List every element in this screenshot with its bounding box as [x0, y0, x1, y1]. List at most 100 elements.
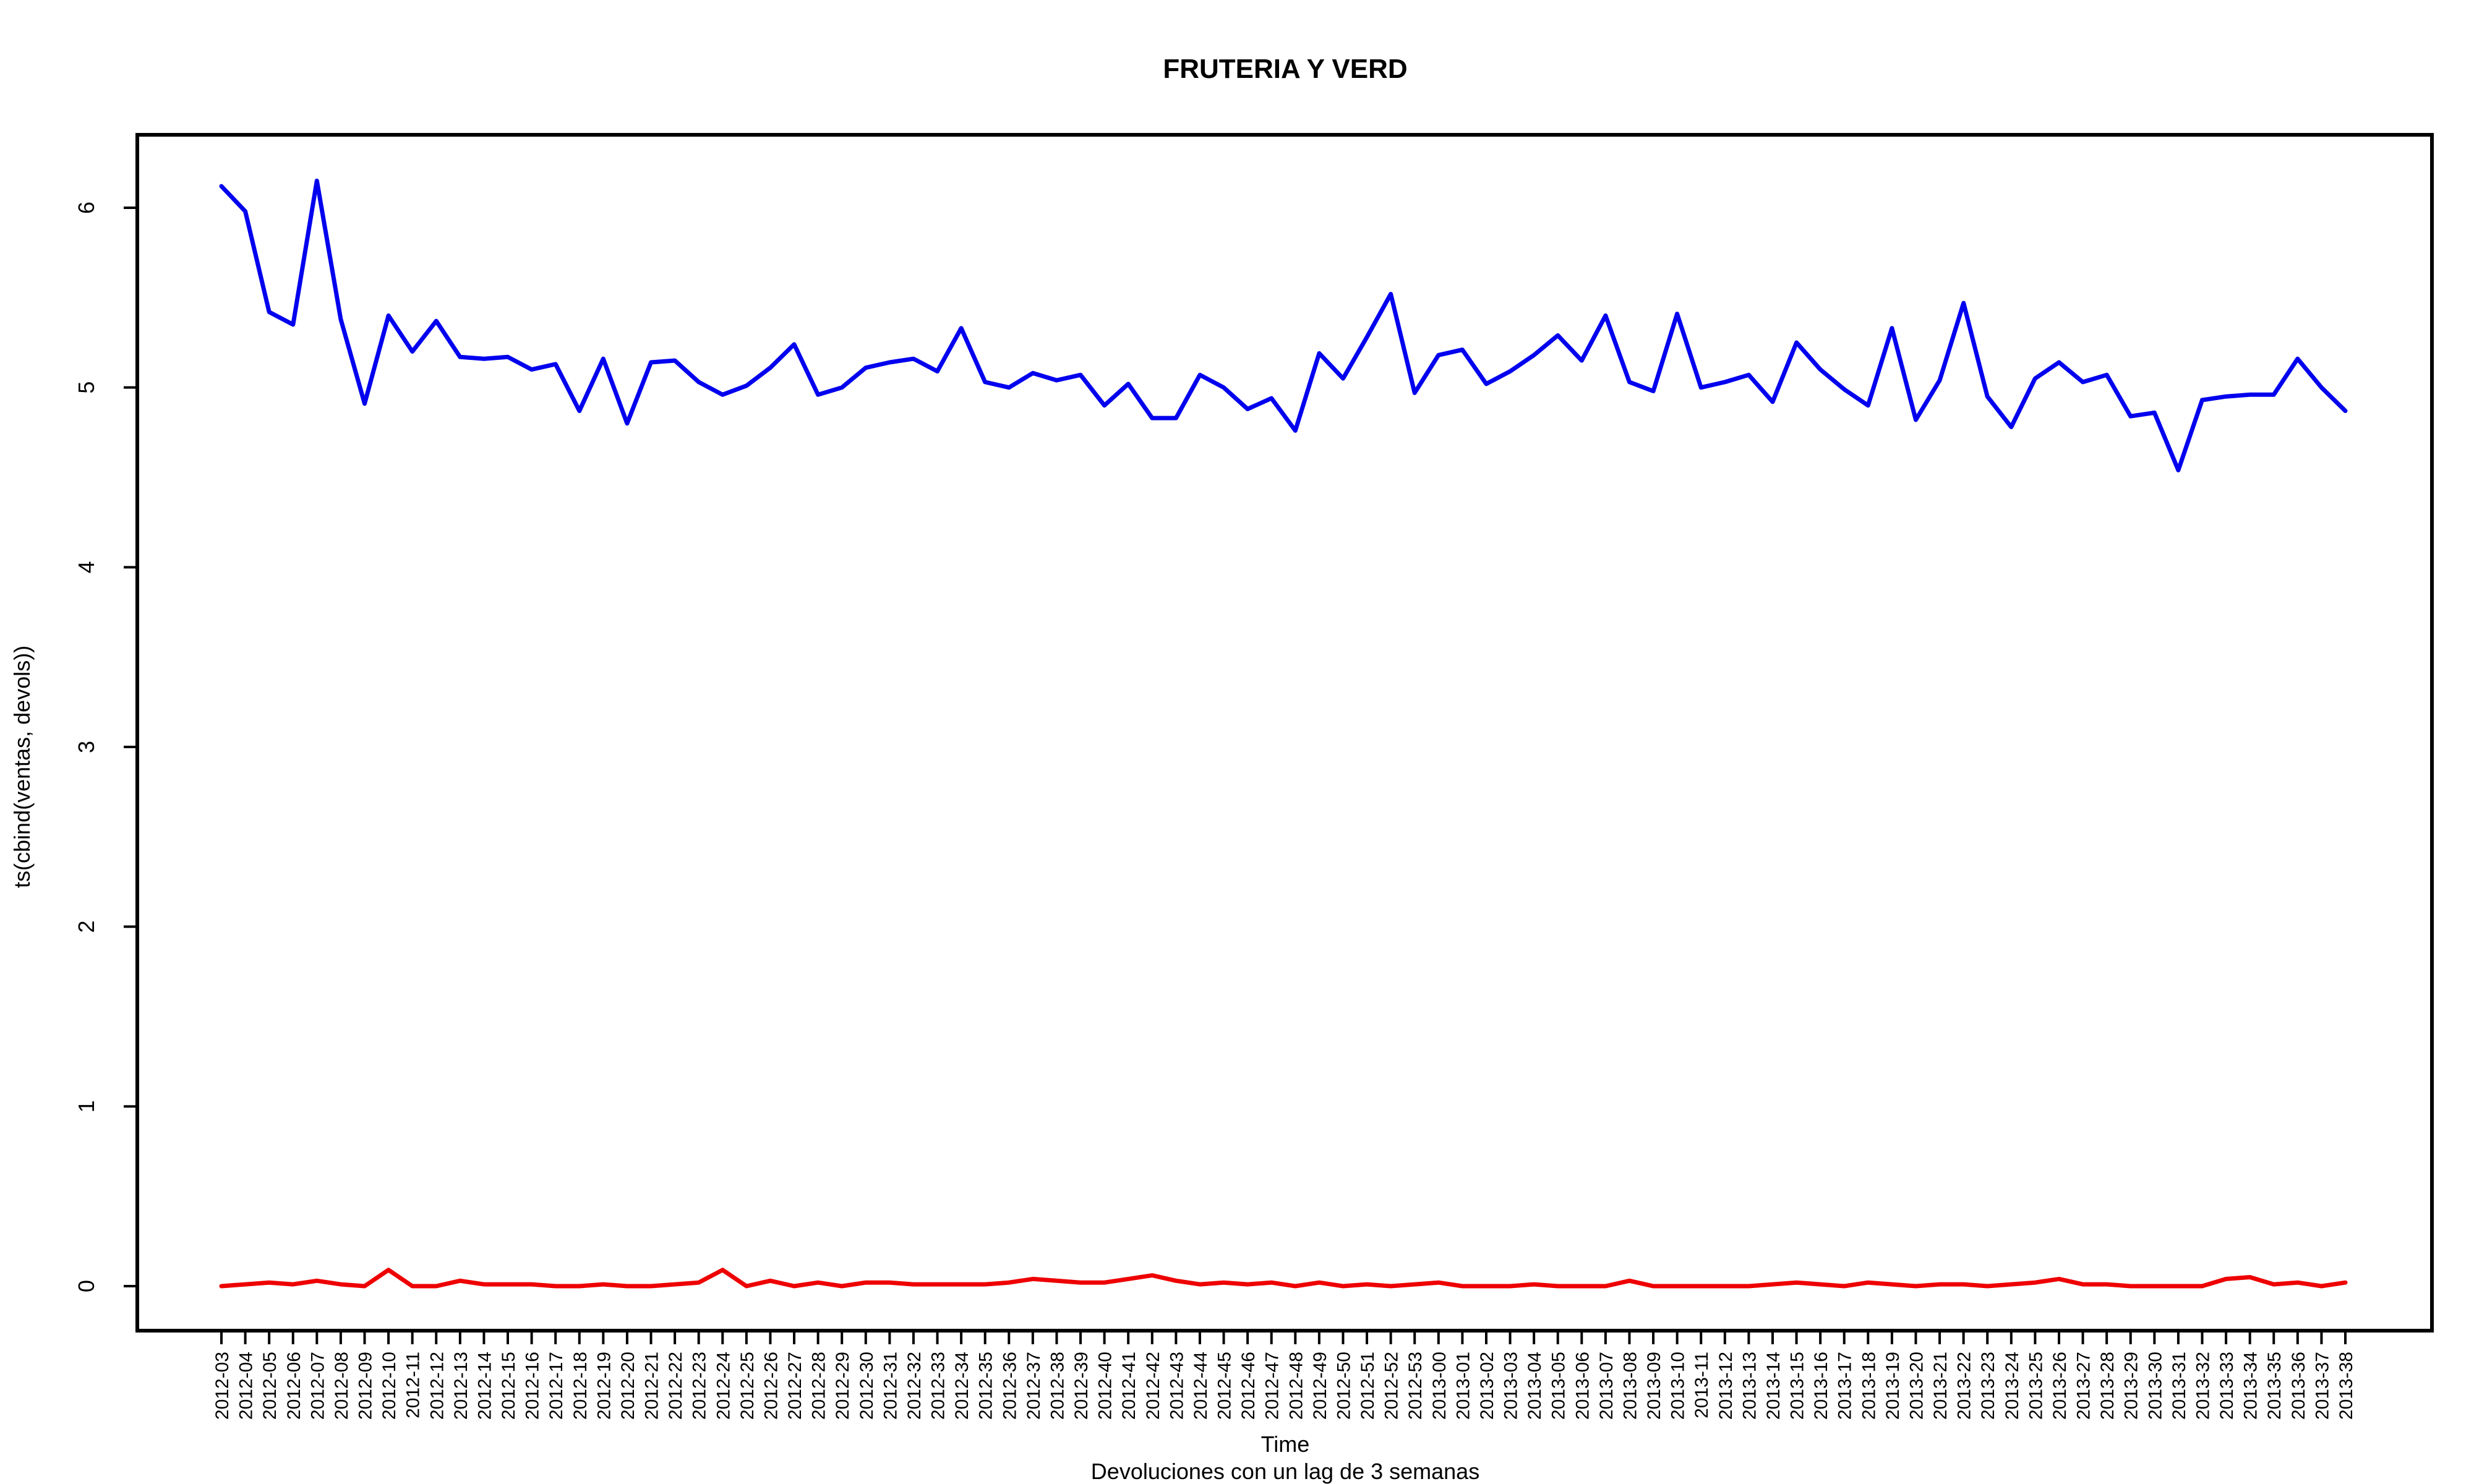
y-tick-label: 5 — [74, 382, 99, 394]
x-tick-label: 2013-13 — [1739, 1352, 1760, 1420]
x-tick-label: 2012-36 — [999, 1352, 1020, 1420]
x-tick-label: 2012-23 — [690, 1352, 710, 1420]
x-tick-label: 2012-21 — [642, 1352, 662, 1420]
x-tick-label: 2013-21 — [1930, 1352, 1951, 1420]
x-tick-label: 2013-09 — [1644, 1352, 1664, 1420]
x-tick-label: 2012-14 — [474, 1352, 495, 1420]
x-tick-label: 2013-35 — [2264, 1352, 2285, 1420]
x-tick-label: 2012-03 — [212, 1352, 233, 1420]
x-tick-label: 2012-10 — [379, 1352, 400, 1420]
x-tick-label: 2012-42 — [1143, 1352, 1163, 1420]
y-tick-label: 4 — [74, 561, 99, 573]
x-tick-label: 2012-26 — [761, 1352, 781, 1420]
x-tick-label: 2012-46 — [1238, 1352, 1259, 1420]
x-tick-label: 2012-37 — [1024, 1352, 1044, 1420]
series-line-1 — [219, 178, 2348, 472]
x-tick-label: 2012-25 — [737, 1352, 758, 1420]
x-tick-label: 2012-50 — [1333, 1352, 1354, 1420]
series-line-2 — [219, 1268, 2348, 1289]
x-tick-label: 2012-05 — [260, 1352, 280, 1420]
x-tick-label: 2013-16 — [1811, 1352, 1831, 1420]
x-tick-label: 2012-16 — [523, 1352, 543, 1420]
x-tick-label: 2013-07 — [1596, 1352, 1617, 1420]
x-tick-label: 2013-36 — [2288, 1352, 2309, 1420]
x-tick-label: 2012-06 — [284, 1352, 304, 1420]
x-tick-label: 2013-19 — [1883, 1352, 1903, 1420]
x-tick-label: 2013-08 — [1620, 1352, 1640, 1420]
x-tick-label: 2013-22 — [1954, 1352, 1975, 1420]
x-tick-label: 2012-39 — [1071, 1352, 1092, 1420]
x-tick-label: 2013-28 — [2097, 1352, 2118, 1420]
x-tick-label: 2013-31 — [2169, 1352, 2189, 1420]
chart-title: FRUTERIA Y VERD — [1163, 54, 1407, 84]
x-tick-label: 2013-06 — [1572, 1352, 1593, 1420]
y-axis: 0 1 2 3 4 5 6 — [74, 202, 137, 1292]
y-tick-label: 6 — [74, 202, 99, 214]
x-tick-label: 2013-23 — [1978, 1352, 1998, 1420]
x-tick-label: 2012-29 — [833, 1352, 853, 1420]
plot-frame — [135, 133, 2434, 1333]
x-tick-label: 2013-14 — [1763, 1352, 1784, 1420]
x-tick-label: 2013-37 — [2312, 1352, 2332, 1420]
x-tick-label: 2012-07 — [307, 1352, 328, 1420]
x-tick-label: 2013-00 — [1429, 1352, 1450, 1420]
x-tick-label: 2012-20 — [618, 1352, 638, 1420]
x-tick-label: 2012-09 — [356, 1352, 376, 1420]
x-tick-label: 2012-40 — [1095, 1352, 1116, 1420]
x-tick-label: 2012-15 — [499, 1352, 519, 1420]
x-tick-label: 2012-22 — [666, 1352, 686, 1420]
x-tick-label: 2012-18 — [570, 1352, 591, 1420]
y-tick-label: 3 — [74, 741, 99, 753]
x-tick-label: 2012-28 — [809, 1352, 829, 1420]
x-tick-label: 2012-11 — [403, 1352, 424, 1418]
x-tick-label: 2012-44 — [1191, 1352, 1211, 1420]
x-tick-label: 2013-26 — [2050, 1352, 2070, 1420]
y-tick-label: 2 — [74, 921, 99, 933]
chart-subtitle: Devoluciones con un lag de 3 semanas — [1091, 1459, 1479, 1484]
x-tick-label: 2013-12 — [1716, 1352, 1736, 1420]
x-tick-label: 2013-15 — [1787, 1352, 1808, 1420]
x-tick-label: 2013-18 — [1859, 1352, 1879, 1420]
x-tick-label: 2013-03 — [1501, 1352, 1522, 1420]
x-tick-label: 2013-30 — [2145, 1352, 2165, 1420]
x-tick-label: 2012-49 — [1310, 1352, 1330, 1420]
x-tick-label: 2013-20 — [1906, 1352, 1927, 1420]
x-tick-label: 2012-53 — [1405, 1352, 1426, 1420]
x-tick-label: 2012-51 — [1358, 1352, 1378, 1420]
x-tick-label: 2013-29 — [2121, 1352, 2142, 1420]
series-layer — [219, 178, 2348, 1289]
x-tick-label: 2012-04 — [236, 1352, 257, 1420]
x-tick-label: 2012-52 — [1382, 1352, 1402, 1420]
x-tick-label: 2013-04 — [1525, 1352, 1545, 1420]
x-tick-label: 2013-10 — [1668, 1352, 1689, 1420]
x-tick-label: 2013-32 — [2193, 1352, 2213, 1420]
x-tick-label: 2013-34 — [2241, 1352, 2261, 1420]
x-tick-label: 2012-33 — [928, 1352, 949, 1420]
x-tick-label: 2013-38 — [2336, 1352, 2356, 1420]
x-tick-label: 2012-31 — [880, 1352, 901, 1420]
x-tick-label: 2012-30 — [857, 1352, 877, 1420]
x-tick-label: 2012-17 — [546, 1352, 567, 1420]
x-tick-label: 2012-34 — [952, 1352, 972, 1420]
x-tick-label: 2013-05 — [1549, 1352, 1569, 1420]
x-tick-label: 2012-13 — [451, 1352, 471, 1420]
x-tick-label: 2012-48 — [1286, 1352, 1306, 1420]
x-tick-label: 2012-41 — [1119, 1352, 1139, 1420]
x-axis-label: Time — [1261, 1431, 1310, 1457]
x-tick-label: 2013-01 — [1453, 1352, 1473, 1420]
x-tick-label: 2013-27 — [2074, 1352, 2094, 1420]
x-tick-label: 2012-27 — [785, 1352, 805, 1420]
x-tick-label: 2012-38 — [1047, 1352, 1068, 1420]
x-tick-label: 2012-19 — [594, 1352, 614, 1420]
y-tick-label: 1 — [74, 1100, 99, 1112]
x-tick-label: 2012-12 — [427, 1352, 447, 1420]
x-tick-label: 2012-24 — [713, 1352, 734, 1420]
x-tick-label: 2013-33 — [2217, 1352, 2237, 1420]
x-tick-label: 2012-45 — [1215, 1352, 1235, 1420]
x-tick-label: 2013-11 — [1692, 1352, 1712, 1418]
x-tick-label: 2013-17 — [1835, 1352, 1856, 1420]
x-axis: 2012-03 2012-04 2012-05 2012-06 2012-07 2012-… — [212, 1331, 2356, 1420]
x-tick-label: 2012-47 — [1262, 1352, 1283, 1420]
x-tick-label: 2013-25 — [2026, 1352, 2046, 1420]
